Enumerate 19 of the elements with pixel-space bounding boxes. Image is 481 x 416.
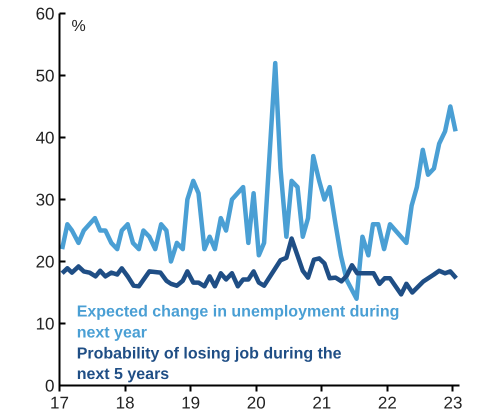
y-tick-label: 50	[36, 66, 55, 86]
line-series	[60, 60, 458, 301]
y-tick-label: 40	[36, 128, 55, 148]
x-tick-label: 20	[246, 394, 266, 412]
x-tick-label: 22	[378, 394, 397, 412]
text: Expected change in unemployment during next year	[76, 304, 400, 342]
x-tick-label: 23	[443, 394, 462, 412]
x-tick-label: 18	[116, 394, 135, 412]
text: Probability of losing job during the next 5 years	[76, 345, 342, 384]
x-tick-label: 19	[181, 394, 200, 412]
y-tick-label: 30	[36, 190, 55, 210]
y-tick-label: 20	[36, 252, 55, 272]
x-tick-label: 17	[50, 394, 69, 412]
y-axis-title: %	[72, 18, 86, 36]
y-tick-label: 60	[36, 4, 55, 24]
y-tick-label: 0	[45, 376, 55, 396]
y-tick-label: 10	[36, 314, 55, 334]
line-series	[60, 236, 458, 297]
x-tick-label: 21	[312, 394, 332, 412]
